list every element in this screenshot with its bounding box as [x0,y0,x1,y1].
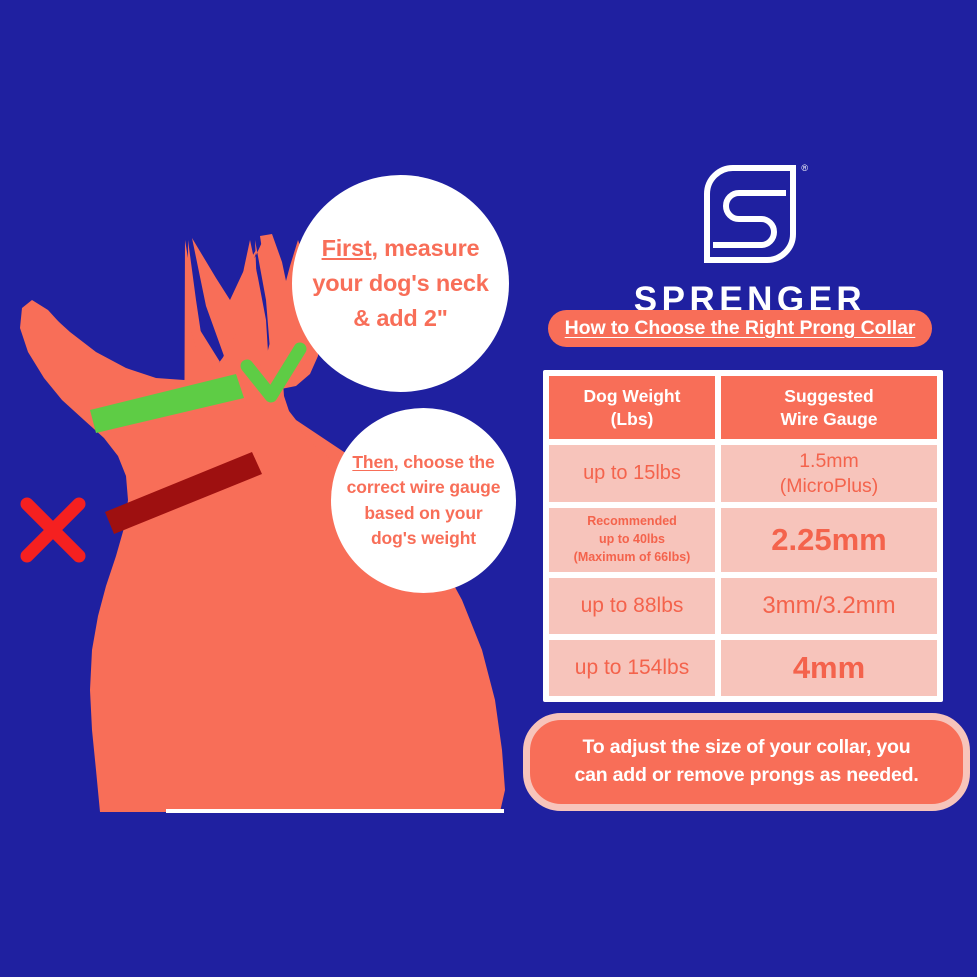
table-row: Recommended up to 40lbs (Maximum of 66lb… [549,508,937,572]
cell-weight-40-line1: Recommended [587,514,677,529]
cell-gauge-225: 2.25mm [721,508,937,572]
cell-gauge-15: 1.5mm (MicroPlus) [721,445,937,502]
table-row: up to 154lbs 4mm [549,640,937,696]
cell-weight-15: up to 15lbs [549,445,715,502]
cell-weight-40-line3: (Maximum of 66lbs) [573,549,691,564]
cell-weight-154: up to 154lbs [549,640,715,696]
cell-gauge-225-text: 2.25mm [771,522,887,557]
bubble-first-emphasis: First [321,235,372,262]
brand-lockup: ® SPRENGER [523,162,977,318]
dog-ear-front [192,238,256,356]
cell-weight-40: Recommended up to 40lbs (Maximum of 66lb… [549,508,715,572]
cell-gauge-3: 3mm/3.2mm [721,578,937,634]
page-title-text: How to Choose the Right Prong Collar [564,317,916,339]
dog-ear-back [260,234,292,372]
wire-gauge-table: Dog Weight (Lbs) Suggested Wire Gauge up… [543,370,943,702]
table-header-row: Dog Weight (Lbs) Suggested Wire Gauge [549,376,937,439]
adjust-size-note: To adjust the size of your collar, you c… [523,713,970,811]
header-weight-line1: Dog Weight [583,385,681,406]
speech-bubble-first: First, measure your dog's neck & add 2" [292,175,509,392]
registered-trademark-icon: ® [801,163,808,173]
green-collar-band-high [90,374,244,433]
speech-bubble-then: Then, choose the correct wire gauge base… [331,408,516,593]
cell-gauge-4-text: 4mm [792,650,866,685]
cell-weight-40-line2: up to 40lbs [599,532,665,547]
dark-red-collar-band-low [105,452,262,534]
adjust-size-note-line2: can add or remove prongs as needed. [574,764,919,787]
bottom-trim-line [166,809,504,813]
header-gauge-line2: Wire Gauge [780,408,878,429]
cell-weight-88: up to 88lbs [549,578,715,634]
page-title: How to Choose the Right Prong Collar [548,310,932,347]
table-header-wire-gauge: Suggested Wire Gauge [721,376,937,439]
table-row: up to 88lbs 3mm/3.2mm [549,578,937,634]
bubble-then-emphasis: Then [352,451,394,472]
cell-weight-15-text: up to 15lbs [583,462,681,484]
sprenger-s-logo-icon: ® [701,162,808,266]
cell-weight-154-text: up to 154lbs [574,656,690,679]
bubble-first-text: , measure your dog's neck & add 2" [312,235,489,331]
dog-illustration [0,0,520,830]
cell-weight-88-text: up to 88lbs [580,594,684,617]
cell-gauge-15-line2: (MicroPlus) [779,474,879,497]
dog-body-shape [21,238,504,812]
cell-gauge-15-line1: 1.5mm [799,450,859,473]
cell-gauge-3-text: 3mm/3.2mm [762,592,896,619]
cell-gauge-4: 4mm [721,640,937,696]
bubble-then-text: , choose the correct wire gauge based on… [346,451,501,548]
header-weight-line2: (Lbs) [610,408,654,429]
check-mark-icon [240,342,307,403]
right-content-column: ® SPRENGER How to Choose the Right Prong… [523,0,977,977]
adjust-size-note-line1: To adjust the size of your collar, you [582,736,911,758]
table-row: up to 15lbs 1.5mm (MicroPlus) [549,445,937,502]
table-header-dog-weight: Dog Weight (Lbs) [549,376,715,439]
header-gauge-line1: Suggested [784,385,874,406]
cross-mark-icon [20,497,86,563]
